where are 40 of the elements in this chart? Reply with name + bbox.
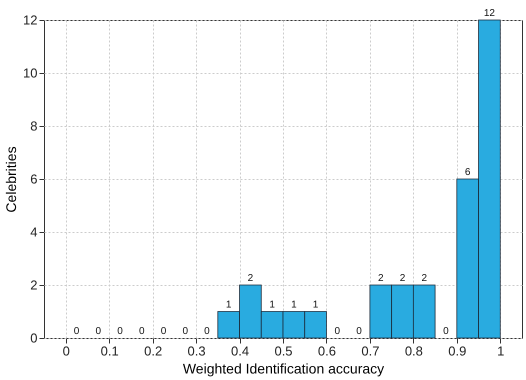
x-tick-label: 0 bbox=[62, 344, 70, 358]
x-tick-label: 0.4 bbox=[231, 344, 250, 358]
data-label: 0 bbox=[160, 326, 167, 337]
data-label: 0 bbox=[96, 326, 102, 337]
y-axis-title: Celebrities bbox=[3, 146, 20, 213]
data-label: 0 bbox=[356, 326, 362, 337]
y-tick-label: 2 bbox=[30, 278, 38, 292]
data-label: 0 bbox=[138, 326, 145, 337]
y-tick-label: 0 bbox=[30, 330, 38, 346]
data-label: 2 bbox=[421, 273, 428, 284]
y-tick-label: 12 bbox=[23, 12, 38, 28]
x-tick-label: 0.2 bbox=[144, 344, 162, 358]
data-label: 0 bbox=[182, 326, 188, 337]
data-label: 0 bbox=[204, 326, 210, 337]
x-tick-label: 0.8 bbox=[404, 344, 423, 358]
y-tick-label: 8 bbox=[30, 118, 38, 134]
data-label: 1 bbox=[269, 300, 276, 310]
x-tick-label: 0.5 bbox=[274, 344, 293, 358]
x-tick-label: 0.6 bbox=[318, 344, 336, 358]
y-tick-label: 4 bbox=[30, 224, 38, 240]
data-label: 0 bbox=[443, 326, 450, 337]
data-label: 2 bbox=[378, 273, 384, 284]
data-label: 1 bbox=[312, 300, 319, 310]
data-label: 1 bbox=[226, 300, 232, 310]
data-label: 0 bbox=[74, 326, 80, 337]
data-label: 0 bbox=[117, 326, 124, 337]
data-label: 12 bbox=[484, 8, 496, 19]
x-tick-label: 0.1 bbox=[100, 344, 119, 358]
x-tick-label: 0.9 bbox=[448, 344, 466, 358]
data-label: 6 bbox=[464, 167, 471, 178]
data-label: 1 bbox=[291, 300, 298, 310]
y-tick-label: 10 bbox=[23, 66, 38, 80]
data-label: 0 bbox=[334, 326, 341, 337]
x-tick-label: 0.3 bbox=[188, 344, 206, 358]
data-label: 2 bbox=[248, 273, 254, 284]
x-tick-label: 0.7 bbox=[361, 344, 380, 358]
y-tick-label: 6 bbox=[30, 172, 38, 186]
data-label: 2 bbox=[400, 273, 406, 284]
x-tick-label: 1 bbox=[497, 344, 504, 358]
x-axis-title: Weighted Identification accuracy bbox=[182, 360, 384, 376]
